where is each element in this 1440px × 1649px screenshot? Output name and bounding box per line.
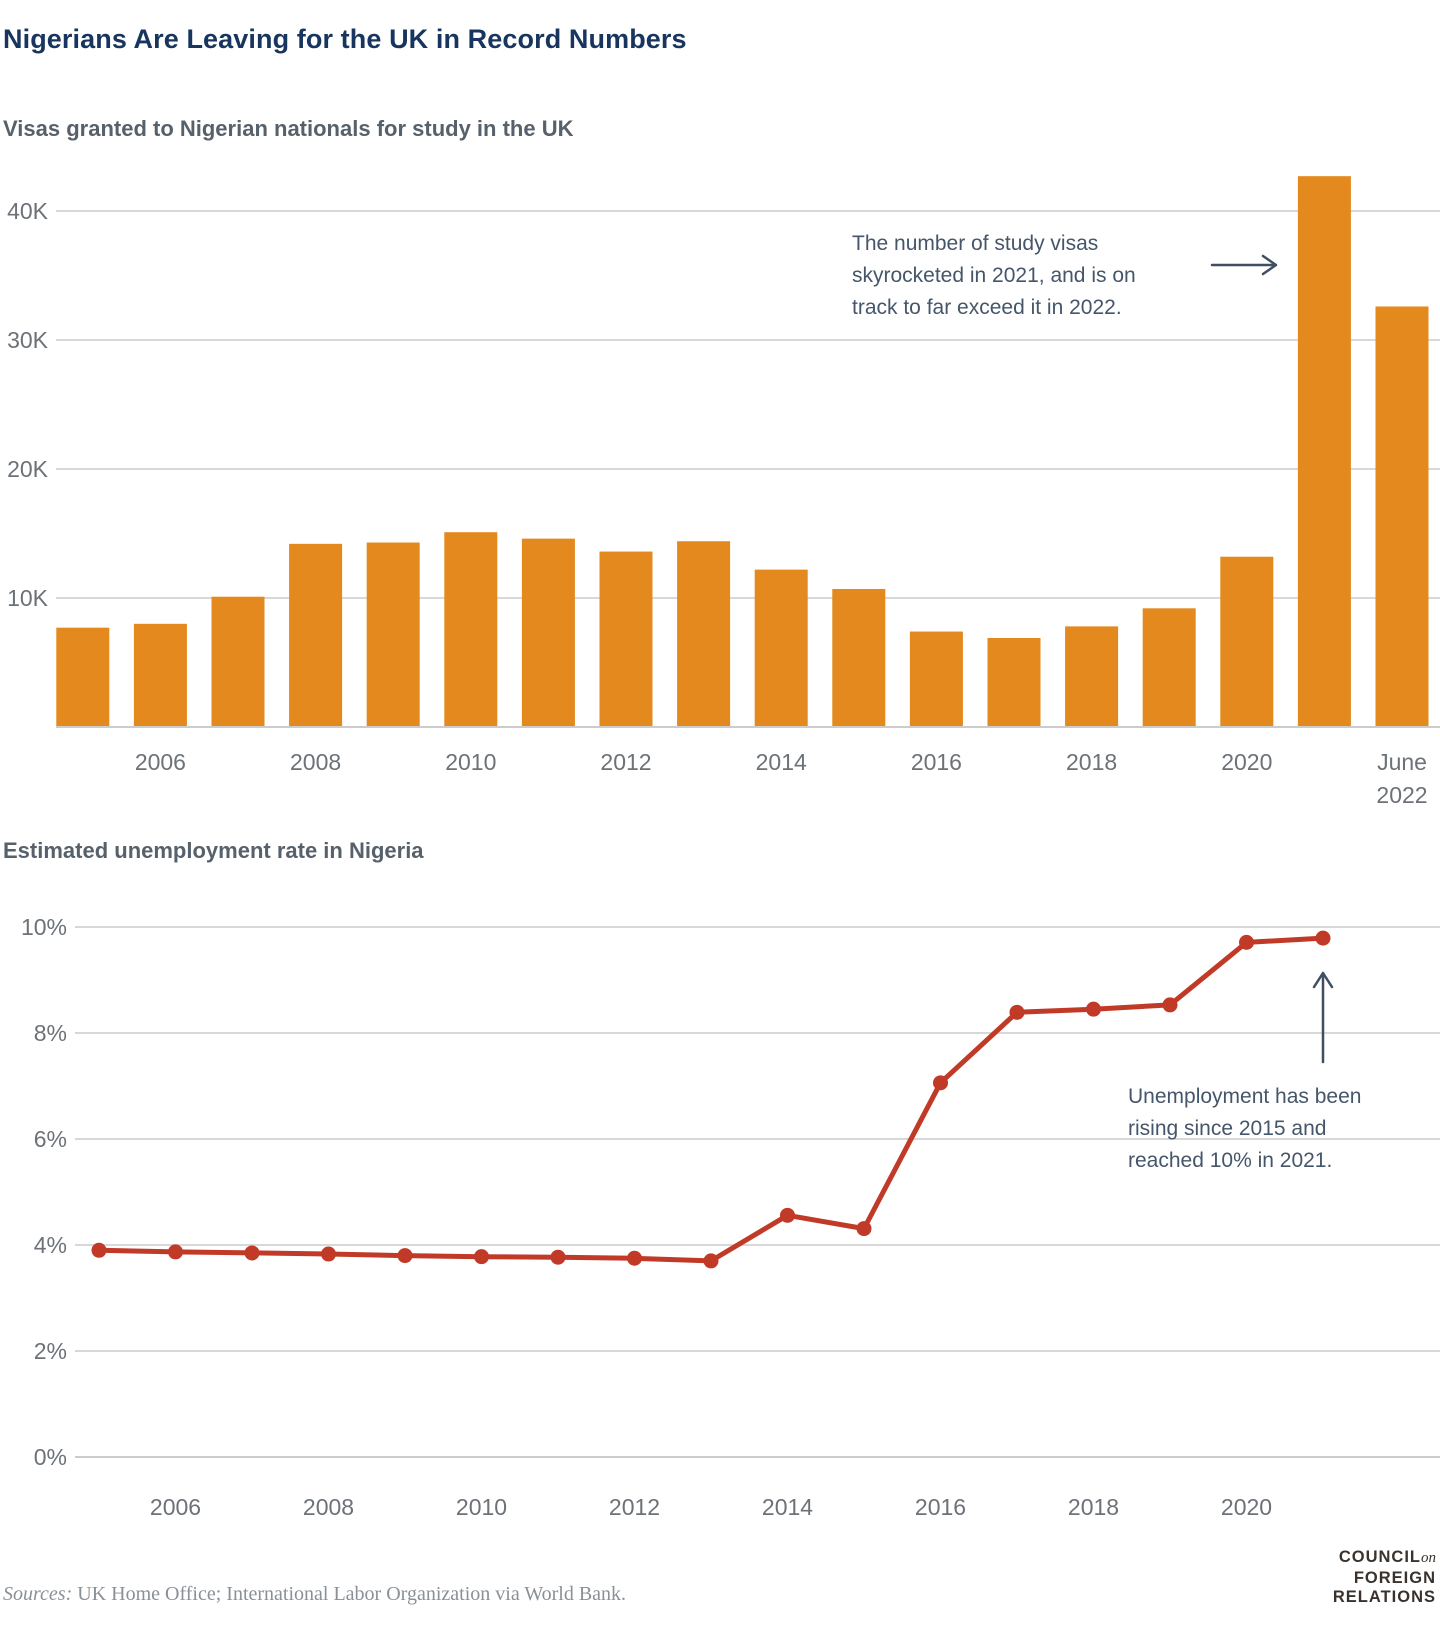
cfr-logo-council: COUNCIL	[1338, 1548, 1421, 1566]
y-axis-label: 20K	[7, 456, 49, 482]
y-axis-label: 10%	[21, 914, 67, 940]
sources-text: UK Home Office; International Labor Orga…	[72, 1583, 627, 1605]
point-2016	[933, 1075, 948, 1091]
bar-2007	[211, 596, 265, 727]
bar-2018	[1065, 626, 1119, 727]
point-2015	[856, 1221, 872, 1237]
x-axis-label: June 2022	[1376, 749, 1427, 808]
point-2018	[1086, 1001, 1101, 1017]
cfr-logo-line1: COUNCILon	[1333, 1548, 1436, 1569]
point-2012	[627, 1250, 642, 1266]
x-axis-label: 2016	[915, 1494, 966, 1520]
bar-2012	[599, 551, 653, 727]
bar-2005	[56, 627, 110, 727]
x-axis-label: 2018	[1066, 749, 1117, 775]
bar-2016	[909, 631, 963, 727]
bar-2009	[366, 542, 420, 727]
x-axis-label: 2020	[1221, 749, 1272, 775]
bar-2011	[521, 538, 575, 727]
bar-series	[56, 176, 1429, 728]
bar-2021	[1297, 176, 1351, 728]
y-axis-label: 10K	[7, 585, 49, 611]
point-2014	[780, 1207, 795, 1223]
x-axis-label: 2012	[609, 1494, 660, 1520]
page-title: Nigerians Are Leaving for the UK in Reco…	[3, 24, 687, 54]
point-2020	[1239, 934, 1254, 950]
annotation-arrow-up	[1312, 971, 1334, 1064]
x-axis-label: 2014	[762, 1494, 813, 1520]
bar-2020	[1220, 556, 1274, 727]
cfr-logo-on: on	[1421, 1550, 1436, 1566]
bar-2010	[444, 532, 498, 727]
cfr-logo-line2: FOREIGN	[1353, 1568, 1436, 1587]
x-axis-label: 2006	[150, 1494, 201, 1520]
x-axis-label: 2018	[1068, 1494, 1119, 1520]
bar-2008	[289, 543, 343, 727]
bar-gridlines	[56, 210, 1440, 599]
data-points	[91, 930, 1331, 1269]
cfr-logo: COUNCILon FOREIGN RELATIONS	[1333, 1548, 1436, 1608]
bar-2014	[754, 569, 808, 727]
point-2009	[397, 1248, 413, 1264]
x-axis-label: 2014	[756, 749, 807, 775]
x-axis-label: 2020	[1221, 1494, 1272, 1520]
line-gridlines	[75, 926, 1440, 1458]
line-chart-title: Estimated unemployment rate in Nigeria	[3, 838, 424, 863]
sources-note: Sources: UK Home Office; International L…	[3, 1583, 626, 1606]
bar-2006	[133, 623, 187, 727]
point-2006	[168, 1244, 183, 1260]
point-2008	[321, 1246, 336, 1262]
y-axis-label: 6%	[34, 1126, 67, 1152]
bar-2015	[832, 588, 886, 727]
y-axis-label: 40K	[7, 198, 49, 224]
point-2007	[244, 1245, 260, 1261]
x-axis-label: 2010	[445, 749, 496, 775]
y-axis-label: 2%	[34, 1338, 67, 1364]
x-axis-label: 2016	[911, 749, 962, 775]
bar-chart: 10K 20K 30K 40K 2006 2008 2010 2012 2014 2016 2018…	[7, 176, 1440, 808]
bar-chart-annotation: The number of study visas skyrocketed in…	[852, 232, 1136, 319]
sources-label: Sources:	[3, 1583, 73, 1605]
x-axis-label: 2010	[456, 1494, 507, 1520]
line-chart: 0% 2% 4% 6% 8% 10% 2006 2008 2010 2012 2014 2016 201…	[21, 914, 1440, 1520]
point-2013	[703, 1253, 719, 1269]
point-2021	[1315, 930, 1331, 946]
x-axis-label: 2012	[600, 749, 651, 775]
point-2017	[1009, 1004, 1025, 1020]
x-axis-label: 2006	[135, 749, 186, 775]
point-2005	[91, 1242, 107, 1258]
annotation-arrow-right	[1210, 254, 1278, 276]
y-axis-label: 4%	[34, 1232, 67, 1258]
x-axis-label: 2008	[303, 1494, 354, 1520]
line-chart-annotation: Unemployment has been rising since 2015 …	[1128, 1085, 1362, 1172]
bar-2013	[677, 541, 731, 727]
cfr-logo-line3: RELATIONS	[1332, 1588, 1436, 1606]
bar-chart-title: Visas granted to Nigerian nationals for …	[3, 116, 574, 141]
point-2011	[550, 1249, 566, 1265]
point-2010	[474, 1249, 489, 1265]
bar-2017	[987, 637, 1041, 727]
bar-2019	[1142, 608, 1196, 727]
y-axis-label: 30K	[7, 327, 49, 353]
y-axis-label: 0%	[34, 1444, 67, 1470]
x-axis-label: 2008	[290, 749, 341, 775]
point-2019	[1162, 997, 1178, 1013]
y-axis-label: 8%	[34, 1020, 67, 1046]
bar-june-2022	[1375, 306, 1429, 727]
